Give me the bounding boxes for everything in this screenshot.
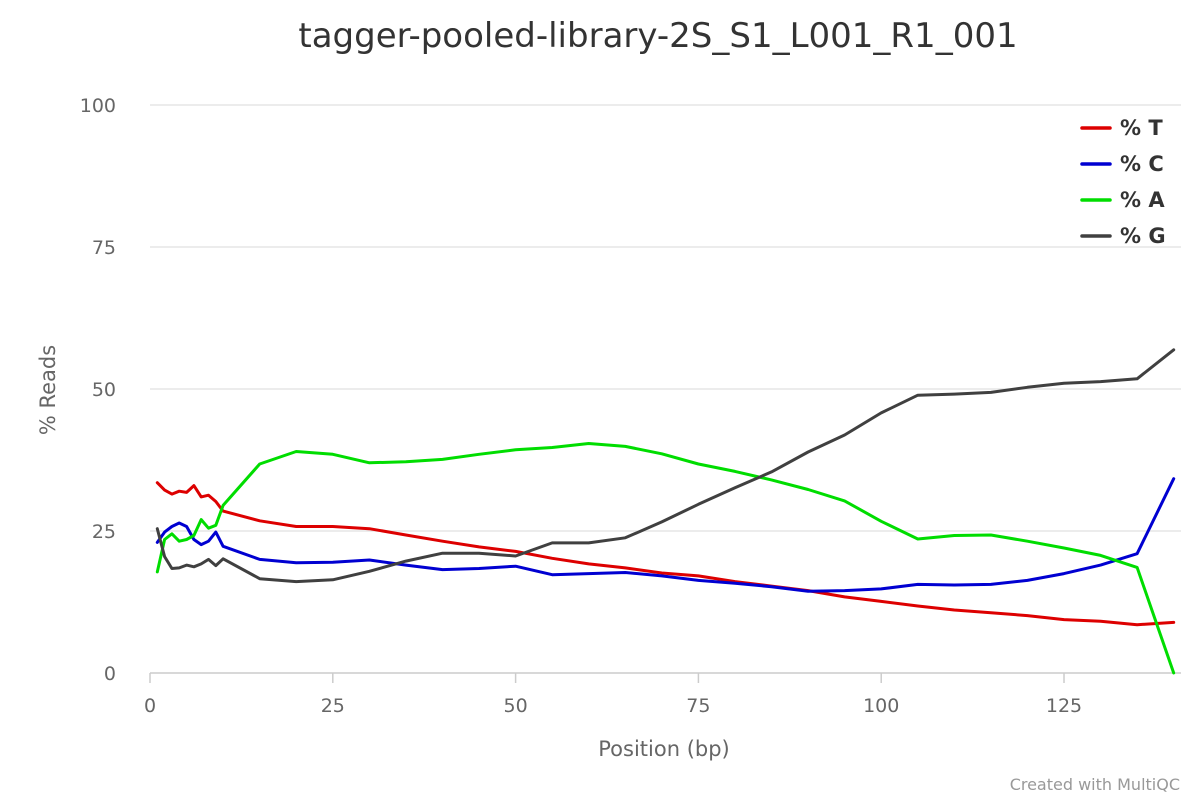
chart-title: tagger-pooled-library-2S_S1_L001_R1_001 [298,16,1017,56]
y-axis-ticks: 0 25 50 75 100 [80,95,116,685]
legend-label: % T [1120,116,1163,140]
x-tick-label: 100 [863,695,899,717]
x-tick-label: 75 [686,695,710,717]
series-line-t [155,481,1176,627]
x-axis-label: Position (bp) [598,737,730,761]
y-tick-label: 50 [92,379,116,401]
x-tick-label: 25 [321,695,345,717]
credit-text: Created with MultiQC [1010,775,1180,794]
legend: % T % C % A % G [1080,116,1166,248]
legend-label: % G [1120,224,1166,248]
y-axis-label: % Reads [36,345,60,435]
legend-label: % C [1120,152,1164,176]
x-tick-label: 125 [1046,695,1082,717]
grid [150,104,1181,532]
y-tick-label: 0 [104,663,116,685]
series-line-c [155,477,1176,593]
series-lines [155,348,1176,675]
x-tick-label: 50 [504,695,528,717]
y-tick-label: 75 [92,237,116,259]
series-line-g [155,348,1176,584]
x-tick-label: 0 [144,695,156,717]
y-tick-label: 25 [92,521,116,543]
legend-label: % A [1120,188,1165,212]
series-line-a [155,442,1176,675]
x-axis-ticks: 0 25 50 75 100 125 [144,673,1082,717]
y-tick-label: 100 [80,95,116,117]
